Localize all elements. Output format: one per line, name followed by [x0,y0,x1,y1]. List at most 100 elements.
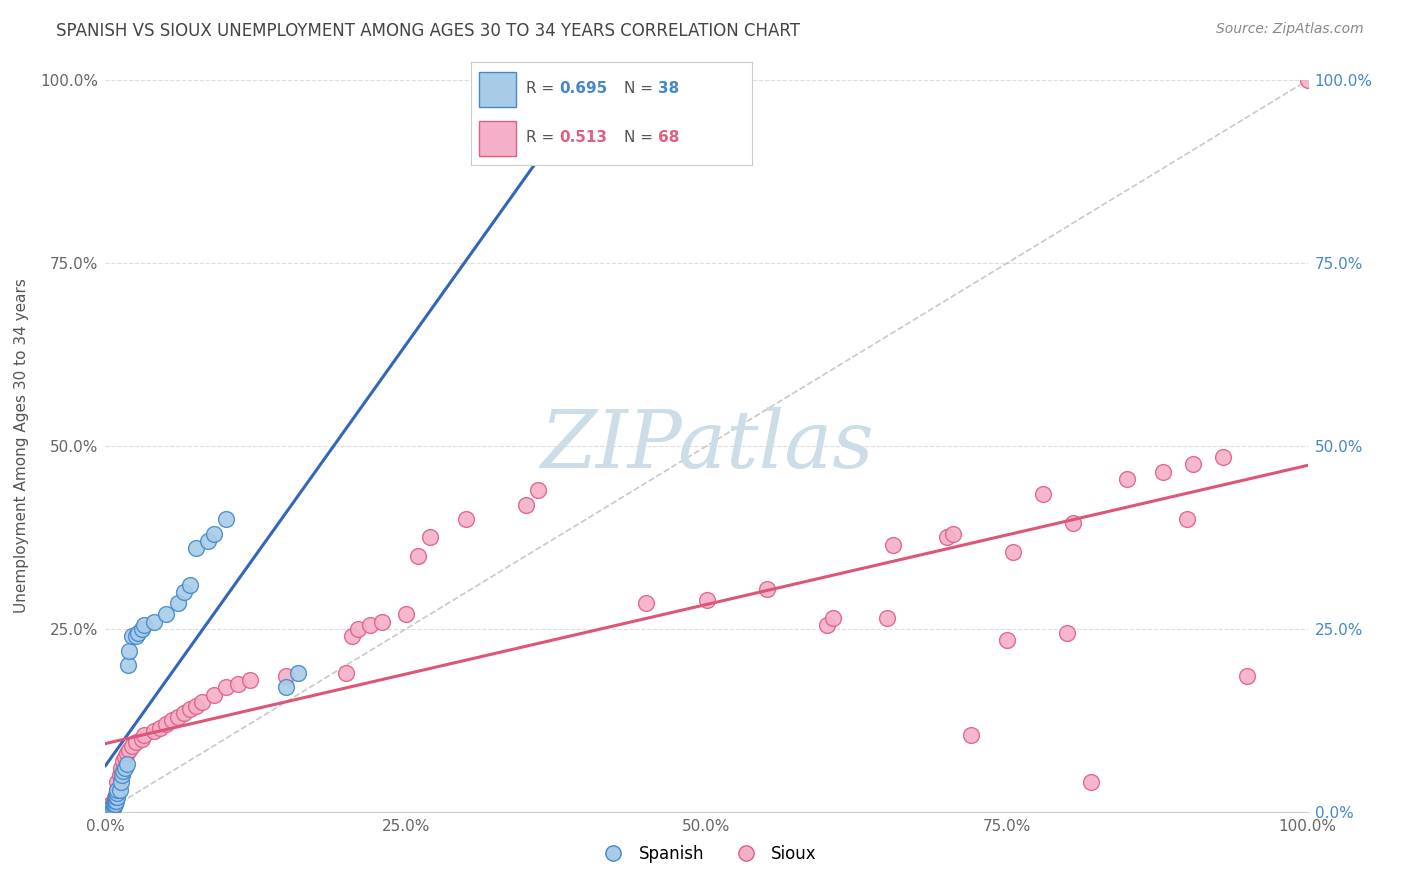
Point [112,754,135,768]
Point [960,728,983,742]
Text: ZIPatlas: ZIPatlas [540,408,873,484]
Point [148,721,170,735]
Point [1002,545,1025,559]
Point [108,768,131,782]
Point [995,632,1018,647]
Point [1080,775,1102,789]
Text: R =: R = [526,130,560,145]
Point [103,794,125,808]
Point [105,790,128,805]
Point [155,717,177,731]
Point [118,742,141,756]
Point [103,798,125,813]
Legend: Spanish, Sioux: Spanish, Sioux [591,838,823,869]
Point [98,801,121,815]
Point [406,549,429,563]
Point [1152,465,1174,479]
Point [115,746,138,760]
Text: N =: N = [624,130,658,145]
Point [197,534,219,549]
Point [121,739,143,753]
Point [274,681,297,695]
Point [104,797,127,812]
Point [114,761,136,775]
Bar [479,121,516,156]
Text: SPANISH VS SIOUX UNEMPLOYMENT AMONG AGES 30 TO 34 YEARS CORRELATION CHART: SPANISH VS SIOUX UNEMPLOYMENT AMONG AGES… [56,22,800,40]
Point [124,629,146,643]
Point [118,644,141,658]
Text: 0.513: 0.513 [560,130,607,145]
Point [121,629,143,643]
Point [942,526,965,541]
Point [1212,450,1234,464]
Point [142,724,165,739]
Point [107,790,129,805]
Point [184,541,207,556]
Point [110,775,132,789]
Point [107,782,129,797]
Point [1062,516,1084,530]
Point [239,673,262,687]
Point [127,625,149,640]
Point [454,512,477,526]
Point [936,530,959,544]
Point [101,797,124,812]
Point [101,801,124,815]
Point [103,797,125,812]
Point [1182,458,1205,472]
Point [104,794,127,808]
Point [755,582,778,596]
Point [202,688,225,702]
Point [202,526,225,541]
Point [108,782,131,797]
Text: 38: 38 [658,81,679,96]
Point [107,782,129,797]
Point [419,530,441,544]
Point [882,538,904,552]
Point [815,618,838,632]
Point [1296,73,1319,87]
Text: 0.695: 0.695 [560,81,607,96]
Point [1056,625,1078,640]
Point [359,618,381,632]
Point [173,706,195,720]
Point [98,805,121,819]
Point [104,790,127,805]
Text: R =: R = [526,81,560,96]
Point [287,665,309,680]
Text: 68: 68 [658,130,679,145]
Point [100,797,122,812]
Point [527,483,550,497]
Point [100,801,122,815]
Point [132,618,155,632]
Point [1032,486,1054,500]
Point [105,794,128,808]
Point [226,676,249,690]
Point [190,695,212,709]
Point [98,805,121,819]
Point [97,805,120,819]
Point [347,622,370,636]
Point [131,622,153,636]
Text: Source: ZipAtlas.com: Source: ZipAtlas.com [1216,22,1364,37]
Point [173,585,195,599]
Point [335,665,357,680]
Point [100,805,122,819]
Point [114,749,136,764]
Point [112,764,135,779]
Point [107,775,129,789]
Point [876,611,898,625]
Point [166,709,188,723]
Point [117,658,139,673]
Point [166,596,188,610]
Point [132,728,155,742]
Point [1175,512,1198,526]
Point [115,757,138,772]
Point [371,615,394,629]
Point [111,768,134,782]
Point [1116,472,1139,486]
Text: N =: N = [624,81,658,96]
Bar [479,71,516,106]
Point [184,698,207,713]
Point [98,805,121,819]
